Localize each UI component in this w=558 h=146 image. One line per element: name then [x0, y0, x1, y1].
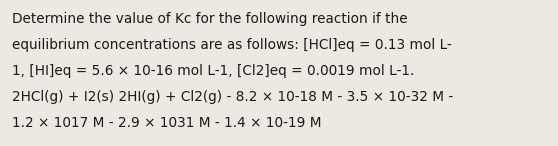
Text: Determine the value of Kc for the following reaction if the: Determine the value of Kc for the follow… [12, 12, 408, 26]
Text: equilibrium concentrations are as follows: [HCl]eq = 0.13 mol L-: equilibrium concentrations are as follow… [12, 38, 452, 52]
Text: 2HCl(g) + I2(s) 2HI(g) + Cl2(g) - 8.2 × 10-18 M - 3.5 × 10-32 M -: 2HCl(g) + I2(s) 2HI(g) + Cl2(g) - 8.2 × … [12, 90, 454, 104]
Text: 1, [HI]eq = 5.6 × 10-16 mol L-1, [Cl2]eq = 0.0019 mol L-1.: 1, [HI]eq = 5.6 × 10-16 mol L-1, [Cl2]eq… [12, 64, 415, 78]
Text: 1.2 × 1017 M - 2.9 × 1031 M - 1.4 × 10-19 M: 1.2 × 1017 M - 2.9 × 1031 M - 1.4 × 10-1… [12, 116, 322, 130]
